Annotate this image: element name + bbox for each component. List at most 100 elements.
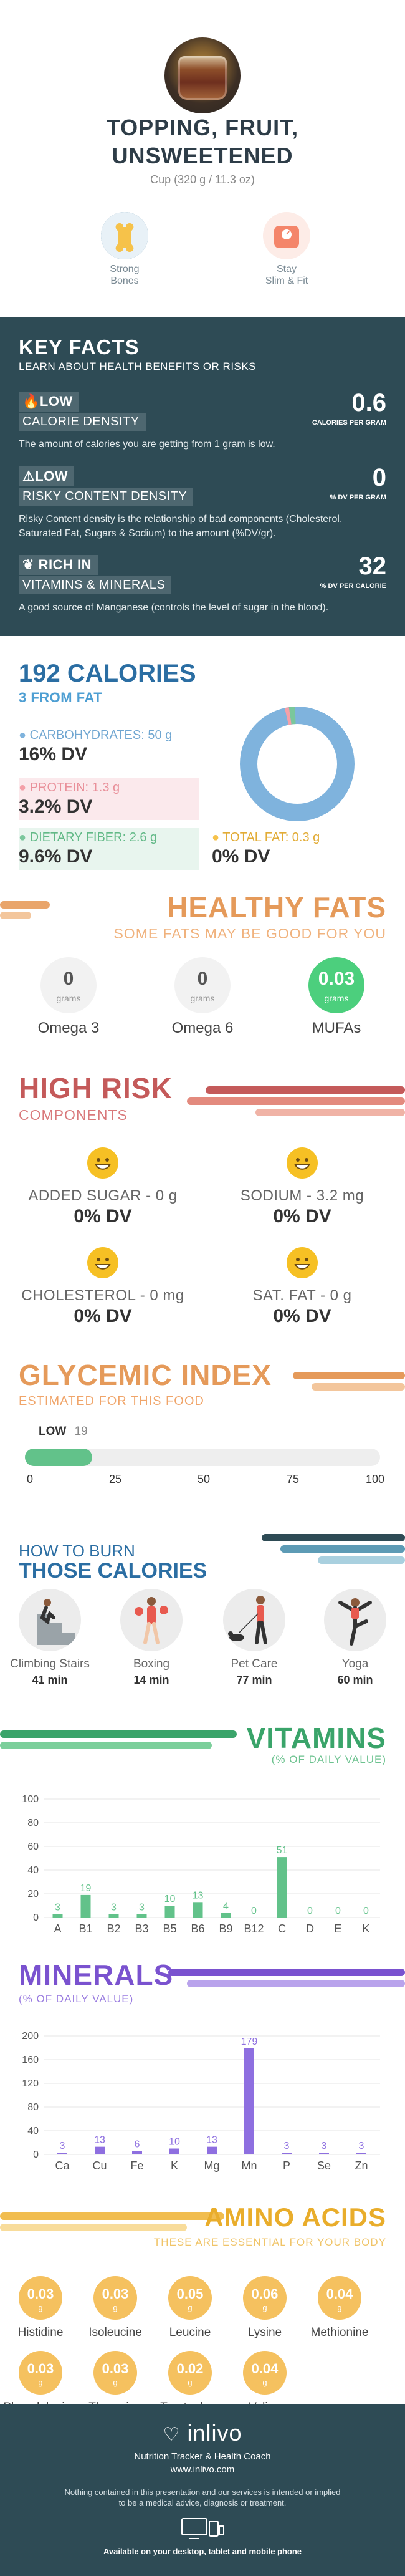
amino-name: Methionine xyxy=(310,2326,369,2339)
glycemic-bar-fill xyxy=(25,1449,93,1466)
mineral-data-label: 10 xyxy=(169,2137,180,2148)
vitamin-bar xyxy=(52,1914,63,1918)
vitamin-y-tick: 40 xyxy=(27,1865,39,1876)
vitamin-x-tick: B3 xyxy=(135,1922,148,1935)
footer: ♡ inlivo Nutrition Tracker & Health Coac… xyxy=(0,2404,405,2576)
food-photo xyxy=(164,37,241,113)
key-facts-section: KEY FACTS LEARN ABOUT HEALTH BENEFITS OR… xyxy=(0,317,405,636)
risky-content-row: ⚠LOW RISKY CONTENT DENSITY 0 % DV PER GR… xyxy=(19,464,386,541)
vitamin-data-label: 0 xyxy=(251,1906,257,1916)
risk-sodium: SODIUM - 3.2 mg 0% DV xyxy=(209,1147,396,1227)
mineral-x-tick: Ca xyxy=(55,2159,70,2172)
vitamin-data-label: 3 xyxy=(139,1902,145,1913)
vitamin-y-tick: 60 xyxy=(27,1841,39,1852)
calorie-density-unit: CALORIES PER GRAM xyxy=(312,419,386,427)
healthy-fats-subtitle: SOME FATS MAY BE GOOD FOR YOU xyxy=(113,925,386,942)
vitamin-data-label: 3 xyxy=(55,1902,60,1913)
serving-size: Cup (320 g / 11.3 oz) xyxy=(150,173,255,186)
amino-lysine: 0.06 g Lysine xyxy=(227,2276,302,2340)
amino-value: 0.05 xyxy=(176,2286,204,2302)
amino-unit: g xyxy=(262,2303,267,2312)
footer-tagline: Nutrition Tracker & Health Coach xyxy=(134,2451,271,2462)
high-risk-subtitle: COMPONENTS xyxy=(19,1107,128,1123)
gi-tick: 75 xyxy=(286,1473,300,1485)
vitamins-minerals-unit: % DV PER CALORIE xyxy=(320,582,386,590)
vitamins-minerals-desc: A good source of Manganese (controls the… xyxy=(19,602,329,613)
glycemic-subtitle: ESTIMATED FOR THIS FOOD xyxy=(19,1394,204,1408)
amino-value: 0.03 xyxy=(27,2361,54,2376)
amino-isoleucine: 0.03 g Isoleucine xyxy=(78,2276,153,2340)
risk-added-sugar: ADDED SUGAR - 0 g 0% DV xyxy=(9,1147,196,1227)
yoga-icon xyxy=(324,1589,386,1651)
amino-value-circle: 0.06 g xyxy=(243,2276,287,2320)
amino-value: 0.02 xyxy=(176,2361,204,2376)
vitamin-y-tick: 80 xyxy=(27,1818,39,1828)
amino-unit: g xyxy=(113,2378,118,2387)
vitamin-data-label: 4 xyxy=(223,1901,229,1911)
vitamin-data-label: 0 xyxy=(363,1906,369,1916)
vitamin-x-tick: B12 xyxy=(244,1922,264,1935)
brand-logo: ♡ inlivo xyxy=(163,2420,242,2446)
amino-name: Histidine xyxy=(17,2326,64,2339)
amino-value: 0.03 xyxy=(102,2361,129,2376)
mineral-data-label: 6 xyxy=(135,2139,140,2149)
vitamin-x-tick: D xyxy=(306,1922,314,1935)
amino-unit: g xyxy=(38,2378,43,2387)
amino-value-circle: 0.03 g xyxy=(93,2276,137,2320)
page-title: TOPPING, FRUIT, UNSWEETENED xyxy=(106,115,299,168)
vitamin-data-label: 0 xyxy=(335,1906,341,1916)
vitamin-data-label: 3 xyxy=(111,1902,117,1913)
mineral-bar xyxy=(207,2146,217,2154)
burn-boxing: Boxing 14 min xyxy=(111,1589,192,1687)
vitamin-x-tick: B2 xyxy=(107,1922,120,1935)
risk-sat-fat: SAT. FAT - 0 g 0% DV xyxy=(209,1247,396,1327)
vitamins-minerals-label: VITAMINS & MINERALS xyxy=(19,576,172,594)
vitamin-x-tick: E xyxy=(334,1922,341,1935)
mineral-x-tick: K xyxy=(171,2159,178,2172)
footer-url[interactable]: www.inlivo.com xyxy=(170,2464,235,2475)
minerals-title: MINERALS xyxy=(19,1959,174,1991)
nutrient-fiber: ● DIETARY FIBER: 2.6 g 9.6% DV xyxy=(19,828,199,870)
smile-icon xyxy=(287,1147,318,1179)
key-facts-subtitle: LEARN ABOUT HEALTH BENEFITS OR RISKS xyxy=(19,360,257,372)
mineral-x-tick: P xyxy=(283,2159,290,2172)
mineral-y-tick: 200 xyxy=(22,2031,39,2042)
amino-value-circle: 0.03 g xyxy=(19,2351,62,2395)
risk-cholesterol: CHOLESTEROL - 0 mg 0% DV xyxy=(9,1247,196,1327)
amino-unit: g xyxy=(188,2303,193,2312)
vitamin-x-tick: B6 xyxy=(191,1922,204,1935)
high-risk-title: HIGH RISK xyxy=(19,1072,173,1104)
risky-content-unit: % DV PER GRAM xyxy=(330,494,386,501)
vitamin-y-tick: 100 xyxy=(22,1794,39,1805)
nutrient-protein: ● PROTEIN: 1.3 g 3.2% DV xyxy=(19,778,199,820)
calorie-density-value: 0.6 xyxy=(351,389,386,417)
mineral-data-label: 3 xyxy=(60,2141,65,2151)
vitamin-bar xyxy=(80,1894,91,1918)
amino-value: 0.06 xyxy=(251,2286,279,2302)
stairs-icon xyxy=(19,1589,81,1651)
boxing-icon xyxy=(120,1589,183,1651)
donut-carbs-slice xyxy=(240,707,355,821)
vitamin-data-label: 0 xyxy=(307,1906,313,1916)
amino-value: 0.03 xyxy=(27,2286,54,2302)
smile-icon xyxy=(87,1147,118,1179)
mineral-x-tick: Cu xyxy=(92,2159,107,2172)
vitamin-x-tick: C xyxy=(278,1922,286,1935)
amino-value: 0.04 xyxy=(251,2361,279,2376)
amino-leucine: 0.05 g Leucine xyxy=(153,2276,227,2340)
vitamin-bar xyxy=(136,1914,147,1918)
vitamin-bar xyxy=(193,1902,203,1918)
vitamin-bar xyxy=(164,1906,175,1918)
dog-walking-icon xyxy=(223,1589,285,1651)
mineral-x-tick: Mn xyxy=(241,2159,257,2172)
mineral-data-label: 3 xyxy=(322,2141,327,2151)
vitamin-x-tick: B1 xyxy=(79,1922,92,1935)
amino-methionine: 0.04 g Methionine xyxy=(302,2276,377,2340)
smile-icon xyxy=(87,1247,118,1278)
fat-mufas: 0.03 grams MUFAs xyxy=(287,957,386,1037)
vitamins-bar-chart: 0 20 40 60 80 100 3 A 19 B1 3 B2 3 B3 10 B5 13 B6 4 B9 0 B12 5… xyxy=(22,1794,380,1935)
mineral-bar xyxy=(319,2153,329,2154)
burn-title-big: THOSE CALORIES xyxy=(19,1559,207,1583)
vitamin-bar xyxy=(221,1913,231,1918)
calories-donut-chart xyxy=(240,707,355,821)
